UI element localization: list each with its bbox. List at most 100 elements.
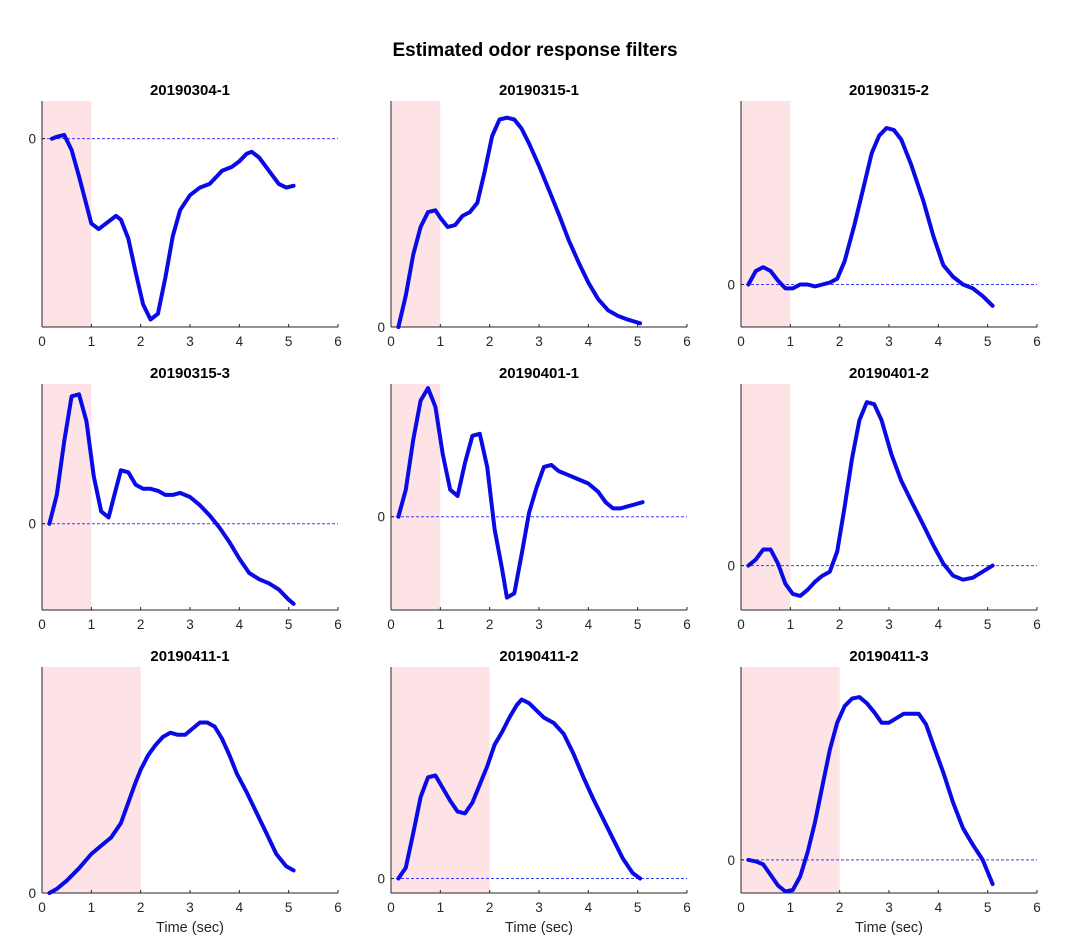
subplot-title: 20190411-2: [499, 648, 578, 665]
subplot-title: 20190401-1: [499, 365, 579, 382]
subplot-2: 0 1 2 3 4 5 6 0 20190315-1: [377, 82, 690, 349]
x-tick-label: 5: [285, 900, 293, 915]
y-tick-label: 0: [28, 886, 36, 901]
subplot-7: 0 1 2 3 4 5 6 0 20190411-1 Time (sec): [28, 648, 341, 936]
subplot-1: 0 1 2 3 4 5 6 0 20190304-1: [28, 82, 341, 349]
x-tick-label: 0: [737, 334, 745, 349]
x-tick-label: 1: [787, 334, 795, 349]
x-tick-label: 4: [585, 334, 593, 349]
response-filter-line: [396, 115, 643, 329]
x-tick-label: 1: [88, 334, 96, 349]
x-tick-label: 1: [88, 900, 96, 915]
x-tick-label: 0: [387, 334, 395, 349]
x-tick-label: 0: [387, 900, 395, 915]
x-tick-label: 2: [137, 900, 145, 915]
subplot-title: 20190411-1: [150, 648, 229, 665]
subplot-8: 0 1 2 3 4 5 6 0 20190411-2 Time (sec): [377, 648, 690, 936]
x-tick-label: 0: [38, 617, 46, 632]
response-filter-line: [47, 720, 296, 895]
x-tick-label: 0: [38, 900, 46, 915]
response-filter-line: [746, 126, 995, 308]
response-filter-line: [47, 392, 296, 606]
subplot-5: 0 1 2 3 4 5 6 0 20190401-1: [377, 365, 690, 632]
x-tick-label: 3: [535, 900, 543, 915]
figure-title: Estimated odor response filters: [392, 40, 677, 61]
x-tick-label: 3: [186, 617, 194, 632]
y-tick-label: 0: [377, 872, 385, 887]
x-tick-label: 6: [334, 334, 342, 349]
x-tick-label: 2: [137, 334, 145, 349]
subplot-title: 20190304-1: [150, 82, 230, 99]
x-tick-label: 2: [137, 617, 145, 632]
x-tick-label: 4: [935, 334, 943, 349]
y-tick-label: 0: [727, 278, 735, 293]
x-tick-label: 4: [935, 900, 943, 915]
y-tick-label: 0: [28, 517, 36, 532]
x-tick-label: 5: [634, 900, 642, 915]
stimulus-window-shade: [42, 667, 141, 893]
x-tick-label: 5: [634, 334, 642, 349]
x-axis-label: Time (sec): [855, 920, 923, 936]
x-tick-label: 0: [737, 617, 745, 632]
x-tick-label: 6: [334, 617, 342, 632]
x-tick-label: 2: [486, 617, 494, 632]
x-tick-label: 3: [885, 334, 893, 349]
x-tick-label: 0: [38, 334, 46, 349]
x-tick-label: 3: [535, 617, 543, 632]
x-tick-label: 5: [285, 617, 293, 632]
x-tick-label: 6: [1033, 617, 1041, 632]
x-tick-label: 4: [585, 617, 593, 632]
y-tick-label: 0: [377, 510, 385, 525]
x-tick-label: 1: [787, 900, 795, 915]
x-tick-label: 1: [437, 334, 445, 349]
stimulus-window-shade: [42, 101, 92, 327]
x-tick-label: 0: [737, 900, 745, 915]
x-tick-label: 1: [437, 900, 445, 915]
x-tick-label: 3: [885, 617, 893, 632]
response-filter-line: [49, 132, 296, 322]
x-tick-label: 3: [186, 334, 194, 349]
subplot-title: 20190315-3: [150, 365, 230, 382]
subplot-title: 20190411-3: [849, 648, 928, 665]
x-tick-label: 2: [486, 900, 494, 915]
y-tick-label: 0: [727, 853, 735, 868]
x-tick-label: 5: [634, 617, 642, 632]
stimulus-window-shade: [741, 101, 791, 327]
x-tick-label: 0: [387, 617, 395, 632]
y-tick-label: 0: [727, 559, 735, 574]
x-tick-label: 3: [535, 334, 543, 349]
y-tick-label: 0: [28, 132, 36, 147]
x-tick-label: 2: [836, 334, 844, 349]
subplot-grid: 0 1 2 3 4 5 6 0 20190304-1 0 1 2 3 4 5 6 0 20190315-1 0 1 2 3…: [28, 82, 1040, 936]
x-tick-label: 2: [486, 334, 494, 349]
response-filter-line: [746, 695, 995, 894]
stimulus-window-shade: [391, 101, 441, 327]
x-tick-label: 4: [585, 900, 593, 915]
x-axis-label: Time (sec): [156, 920, 224, 936]
x-tick-label: 6: [1033, 900, 1041, 915]
x-tick-label: 6: [683, 334, 691, 349]
x-tick-label: 3: [885, 900, 893, 915]
x-tick-label: 6: [683, 617, 691, 632]
x-tick-label: 1: [437, 617, 445, 632]
response-filter-line: [396, 386, 645, 600]
subplot-4: 0 1 2 3 4 5 6 0 20190315-3: [28, 365, 341, 632]
x-tick-label: 6: [1033, 334, 1041, 349]
x-tick-label: 6: [683, 900, 691, 915]
x-tick-label: 4: [236, 900, 244, 915]
x-tick-label: 5: [984, 617, 992, 632]
x-tick-label: 4: [236, 334, 244, 349]
subplot-title: 20190315-2: [849, 82, 929, 99]
x-axis-label: Time (sec): [505, 920, 573, 936]
x-tick-label: 2: [836, 900, 844, 915]
x-tick-label: 4: [236, 617, 244, 632]
subplot-3: 0 1 2 3 4 5 6 0 20190315-2: [727, 82, 1040, 349]
x-tick-label: 1: [88, 617, 96, 632]
subplot-9: 0 1 2 3 4 5 6 0 20190411-3 Time (sec): [727, 648, 1040, 936]
y-tick-label: 0: [377, 320, 385, 335]
x-tick-label: 1: [787, 617, 795, 632]
x-tick-label: 5: [984, 900, 992, 915]
x-tick-label: 6: [334, 900, 342, 915]
x-tick-label: 5: [285, 334, 293, 349]
